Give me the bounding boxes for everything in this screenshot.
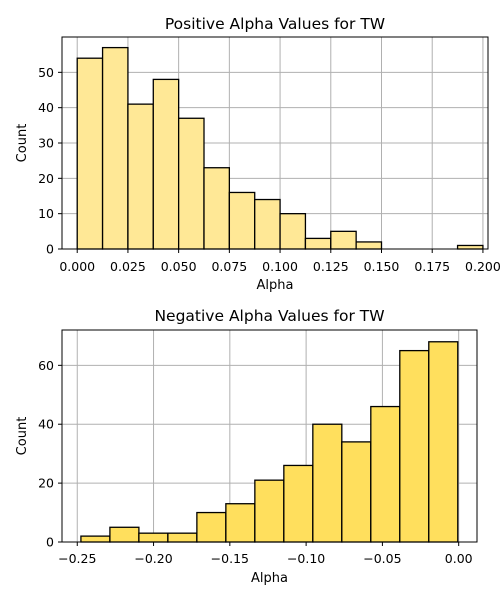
y-axis-label: Count bbox=[15, 124, 30, 163]
x-tick-label: 0.150 bbox=[364, 259, 400, 274]
histogram-bar bbox=[225, 503, 256, 543]
y-tick-label: 40 bbox=[38, 417, 54, 432]
histogram-bar bbox=[283, 464, 314, 543]
x-tick-label: 0.025 bbox=[110, 259, 146, 274]
x-axis-label: Alpha bbox=[251, 571, 288, 586]
y-tick-label: 0 bbox=[46, 242, 54, 257]
y-tick-label: 50 bbox=[38, 65, 54, 80]
x-tick-label: 0.000 bbox=[59, 259, 95, 274]
histogram-bar bbox=[355, 241, 383, 250]
histogram-bar bbox=[76, 57, 104, 250]
x-tick-label: −0.20 bbox=[134, 551, 172, 566]
y-tick-label: 10 bbox=[38, 206, 54, 221]
x-axis-label: Alpha bbox=[257, 278, 294, 293]
x-tick-label: 0.125 bbox=[313, 259, 349, 274]
y-tick-label: 20 bbox=[38, 476, 54, 491]
histogram-bar bbox=[456, 244, 484, 250]
histogram-bar bbox=[254, 479, 285, 543]
histogram-bar bbox=[341, 441, 372, 543]
histogram-bar bbox=[330, 230, 357, 250]
x-tick-label: 0.075 bbox=[211, 259, 247, 274]
x-tick-label: 0.00 bbox=[445, 551, 473, 566]
histogram-bar bbox=[127, 103, 154, 250]
x-tick-label: −0.10 bbox=[287, 551, 325, 566]
histogram-bar bbox=[370, 405, 401, 543]
histogram-bar bbox=[101, 46, 129, 250]
histogram-bar bbox=[152, 78, 180, 250]
histogram-bar bbox=[254, 198, 281, 250]
histogram-bar bbox=[428, 341, 459, 543]
x-tick-label: 0.200 bbox=[465, 259, 500, 274]
histogram-bar bbox=[167, 532, 198, 543]
histogram-bar bbox=[138, 532, 169, 543]
histogram-bar bbox=[304, 237, 332, 250]
axes-frame bbox=[61, 329, 478, 543]
histogram-bar bbox=[312, 423, 343, 543]
histogram-bar bbox=[196, 511, 227, 543]
histogram-bar bbox=[399, 349, 430, 543]
histogram-bar bbox=[109, 526, 140, 543]
x-tick-label: 0.175 bbox=[414, 259, 450, 274]
histogram-bar bbox=[203, 167, 231, 250]
y-axis-label: Count bbox=[15, 417, 30, 456]
negative-alpha-histogram: −0.25 −0.20 −0.15 −0.10 −0.05 0.00 0 20 40 60 Nega… bbox=[15, 307, 478, 586]
y-tick-label: 60 bbox=[38, 358, 54, 373]
x-tick-label: 0.100 bbox=[262, 259, 298, 274]
chart-title: Positive Alpha Values for TW bbox=[165, 15, 385, 33]
histogram-bar bbox=[279, 213, 307, 250]
histogram-bar bbox=[228, 191, 256, 250]
x-tick-label: 0.050 bbox=[161, 259, 197, 274]
chart-title: Negative Alpha Values for TW bbox=[154, 307, 384, 325]
y-tick-label: 20 bbox=[38, 171, 54, 186]
x-tick-label: −0.15 bbox=[211, 551, 249, 566]
positive-alpha-histogram: 0.000 0.025 0.050 0.075 0.100 0.125 0.150 0.175… bbox=[15, 15, 500, 293]
x-tick-label: −0.25 bbox=[58, 551, 96, 566]
y-tick-label: 0 bbox=[46, 535, 54, 550]
y-tick-label: 40 bbox=[38, 100, 54, 115]
histogram-bar bbox=[177, 117, 205, 250]
y-tick-label: 30 bbox=[38, 136, 54, 151]
x-tick-label: −0.05 bbox=[363, 551, 401, 566]
histogram-bar bbox=[80, 535, 111, 543]
